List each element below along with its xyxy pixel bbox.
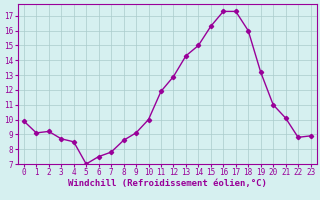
X-axis label: Windchill (Refroidissement éolien,°C): Windchill (Refroidissement éolien,°C) [68, 179, 267, 188]
